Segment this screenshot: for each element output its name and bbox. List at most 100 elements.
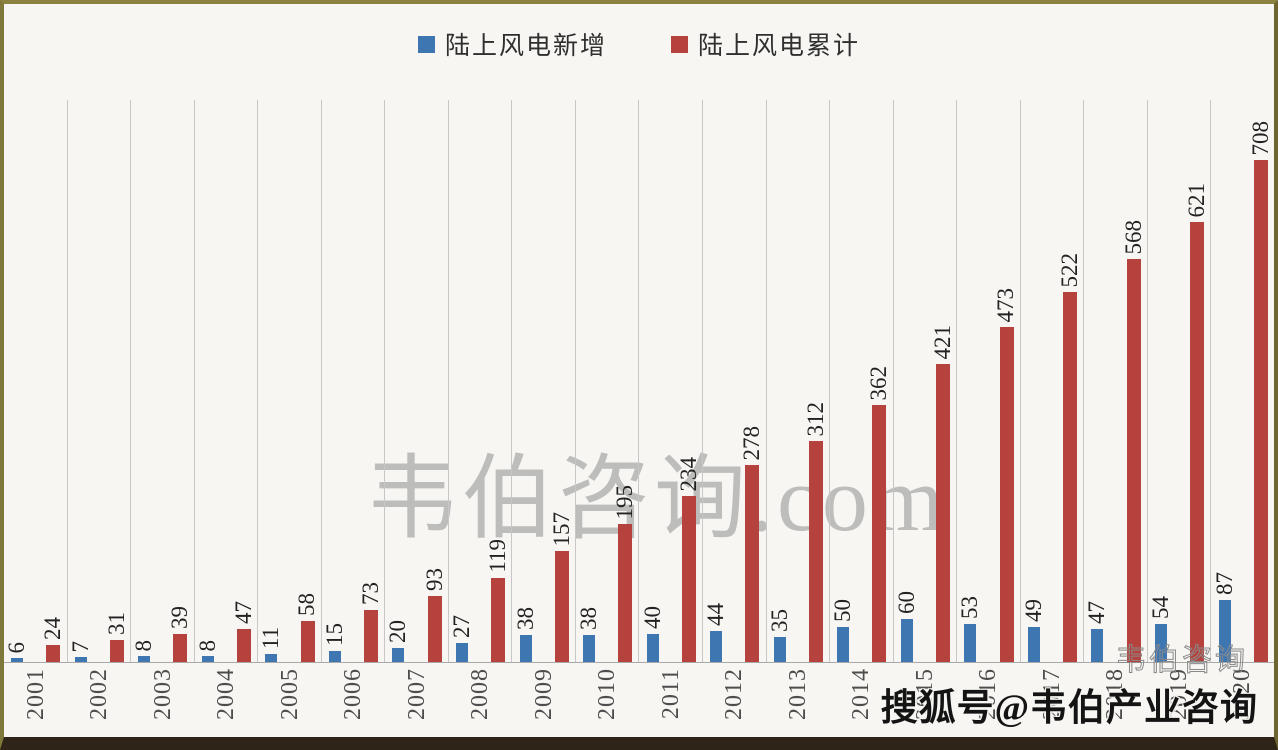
category-column-2003: 8 39	[131, 100, 195, 662]
bar-cumulative-2003: 39	[167, 100, 193, 662]
bar-value-label: 50	[830, 599, 856, 622]
bar-new-2001: 6	[4, 100, 30, 662]
bar-value-label: 27	[448, 615, 474, 638]
bar-rect	[999, 327, 1014, 662]
x-tick-2010: 2010	[594, 668, 621, 720]
category-column-2002: 7 31	[68, 100, 132, 662]
bar-value-label: 39	[167, 606, 193, 629]
legend-swatch-blue-icon	[417, 35, 435, 53]
bar-value-label: 708	[1247, 120, 1273, 156]
bar-rect	[837, 627, 850, 662]
bar-new-2007: 20	[385, 100, 410, 662]
bar-cumulative-2017: 522	[1057, 100, 1083, 662]
bar-rect	[935, 364, 950, 662]
bar-rect	[109, 640, 124, 662]
bar-rect	[1126, 259, 1141, 662]
bar-rect	[1091, 629, 1104, 662]
bar-value-label: 312	[802, 401, 828, 437]
bar-new-2020: 87	[1212, 100, 1237, 662]
bar-cumulative-2001: 24	[40, 100, 66, 662]
bar-new-2004: 8	[194, 100, 220, 662]
bar-cumulative-2015: 421	[930, 100, 955, 662]
bar-rect	[427, 596, 442, 662]
bar-value-label: 278	[739, 425, 765, 461]
bar-rect	[900, 619, 913, 662]
bar-value-label: 568	[1120, 219, 1146, 255]
bar-cumulative-2019: 621	[1184, 100, 1210, 662]
category-column-2017: 49 522	[1021, 100, 1085, 662]
category-column-2007: 20 93	[385, 100, 449, 662]
bar-value-label: 35	[766, 609, 792, 632]
category-column-2020: 87 708	[1211, 100, 1274, 662]
legend-item-cumulative: 陆上风电累计	[671, 26, 860, 62]
bar-value-label: 24	[40, 617, 66, 640]
bar-rect	[1155, 624, 1168, 662]
x-tick-2009: 2009	[530, 668, 557, 720]
bar-rect	[1218, 600, 1231, 662]
bar-rect	[745, 465, 760, 662]
bar-cumulative-2016: 473	[993, 100, 1018, 662]
bar-value-label: 53	[957, 596, 983, 619]
bar-new-2016: 53	[957, 100, 983, 662]
category-column-2009: 38 157	[512, 100, 576, 662]
bar-rect	[74, 657, 87, 662]
bar-rect	[519, 635, 532, 662]
bar-new-2008: 27	[448, 100, 474, 662]
category-column-2016: 53 473	[957, 100, 1021, 662]
category-column-2012: 44 278	[703, 100, 767, 662]
plot-area: 6 24 7 31 8 39 8 47 11 58 15 73 20 93 27 119 38 157 38 195 4…	[4, 100, 1274, 662]
bar-value-label: 7	[67, 640, 93, 653]
bar-new-2018: 47	[1084, 100, 1110, 662]
bar-value-label: 157	[548, 511, 574, 547]
bar-value-label: 49	[1020, 599, 1046, 622]
bar-cumulative-2011: 234	[675, 100, 701, 662]
bar-cumulative-2018: 568	[1120, 100, 1146, 662]
category-column-2018: 47 568	[1084, 100, 1148, 662]
legend-swatch-red-icon	[671, 35, 688, 53]
bar-cumulative-2008: 119	[485, 100, 510, 662]
x-tick-2013: 2013	[784, 668, 811, 720]
bar-rect	[964, 624, 977, 662]
bar-value-label: 58	[294, 593, 320, 616]
x-tick-2001: 2001	[22, 668, 49, 720]
category-column-2015: 60 421	[894, 100, 958, 662]
bar-value-label: 6	[4, 641, 30, 654]
bar-cumulative-2005: 58	[294, 100, 320, 662]
bar-new-2009: 38	[513, 100, 538, 662]
bar-value-label: 73	[358, 582, 383, 605]
watermark-corner-bold: 搜狐号@韦伯产业咨询	[880, 688, 1258, 729]
bar-new-2002: 7	[67, 100, 93, 662]
bar-new-2010: 38	[576, 100, 601, 662]
legend-label-new: 陆上风电新增	[444, 33, 607, 60]
bar-value-label: 234	[675, 456, 701, 492]
x-tick-2011: 2011	[657, 668, 684, 720]
bar-rect	[681, 496, 696, 662]
bar-value-label: 47	[1084, 601, 1110, 624]
bar-new-2005: 11	[258, 100, 283, 662]
category-column-2010: 38 195	[576, 100, 640, 662]
bar-cumulative-2002: 31	[103, 100, 129, 662]
category-column-2001: 6 24	[4, 100, 68, 662]
legend-item-new: 陆上风电新增	[417, 26, 607, 62]
bar-cumulative-2010: 195	[612, 100, 637, 662]
category-column-2005: 11 58	[258, 100, 322, 662]
bar-new-2012: 44	[703, 100, 729, 662]
bar-value-label: 44	[703, 603, 729, 626]
bar-rect	[328, 651, 341, 662]
bar-value-label: 31	[103, 612, 129, 635]
category-column-2011: 40 234	[639, 100, 704, 662]
bar-rect	[173, 634, 188, 662]
x-tick-2012: 2012	[721, 668, 748, 720]
x-tick-2005: 2005	[276, 668, 303, 720]
bar-value-label: 8	[194, 639, 220, 652]
bar-value-label: 621	[1184, 182, 1210, 218]
bar-cumulative-2012: 278	[739, 100, 765, 662]
bar-rect	[236, 629, 251, 662]
x-axis-line	[4, 662, 1274, 663]
bar-rect	[554, 551, 569, 662]
bar-value-label: 522	[1057, 252, 1083, 288]
bar-rect	[1027, 627, 1040, 662]
bar-cumulative-2006: 73	[358, 100, 383, 662]
category-column-2014: 50 362	[830, 100, 894, 662]
bar-value-label: 40	[639, 606, 665, 629]
